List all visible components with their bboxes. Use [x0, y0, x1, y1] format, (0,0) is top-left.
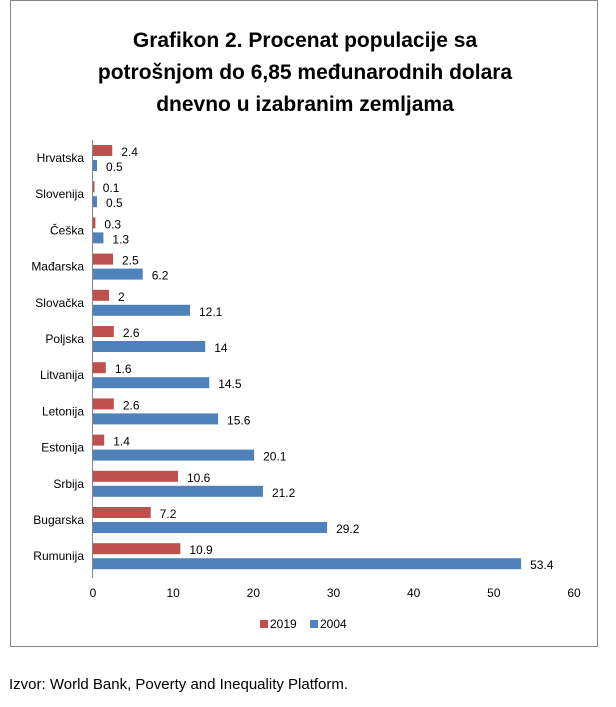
- bar-2019: [93, 253, 114, 265]
- data-label-2004: 0.5: [106, 196, 123, 210]
- source-note: Izvor: World Bank, Poverty and Inequalit…: [9, 676, 349, 693]
- x-tick-label: 50: [487, 586, 501, 600]
- data-label-2004: 20.1: [263, 450, 287, 464]
- data-label-2004: 53.4: [530, 558, 554, 572]
- bar-2004: [93, 196, 98, 208]
- bar-2004: [93, 304, 191, 316]
- category-label: Letonija: [42, 404, 84, 418]
- data-label-2019: 2: [118, 290, 125, 304]
- data-label-2019: 0.1: [103, 181, 120, 195]
- bar-2004: [93, 485, 263, 497]
- data-label-2004: 14: [214, 341, 228, 355]
- chart-title-line-2: potrošnjom do 6,85 međunarodnih dolara: [98, 61, 513, 84]
- bar-2004: [93, 449, 255, 461]
- legend-label-2019: 2019: [270, 617, 297, 631]
- data-label-2019: 2.6: [123, 398, 140, 412]
- bar-2019: [93, 543, 181, 555]
- bar-2019: [93, 181, 95, 193]
- data-label-2019: 2.6: [123, 326, 140, 340]
- legend: 2019 2004: [260, 617, 347, 631]
- bar-2019: [93, 398, 114, 410]
- data-label-2019: 10.6: [187, 471, 211, 485]
- category-label: Hrvatska: [37, 151, 85, 165]
- data-label-2004: 12.1: [199, 305, 223, 319]
- data-label-2019: 10.9: [189, 543, 213, 557]
- category-label: Litvanija: [40, 368, 84, 382]
- data-label-2004: 21.2: [272, 486, 296, 500]
- bar-2004: [93, 268, 143, 280]
- bar-2019: [93, 434, 105, 446]
- category-label: Mađarska: [31, 260, 84, 274]
- chart-title-line-3: dnevno u izabranim zemljama: [156, 93, 454, 116]
- bar-2019: [93, 145, 113, 156]
- category-label: Slovačka: [35, 296, 84, 310]
- x-tick-label: 30: [327, 586, 341, 600]
- x-tick-label: 0: [90, 586, 97, 600]
- x-tick-label: 10: [166, 586, 180, 600]
- category-label: Češka: [50, 222, 84, 237]
- bar-2004: [93, 160, 98, 171]
- bar-2019: [93, 362, 106, 374]
- category-label: Rumunija: [33, 549, 84, 563]
- x-tick-label: 60: [567, 586, 581, 600]
- data-label-2019: 2.5: [122, 254, 139, 268]
- category-label: Estonija: [41, 441, 84, 455]
- bar-2004: [93, 341, 206, 352]
- data-label-2004: 6.2: [152, 269, 169, 283]
- x-tick-label: 20: [247, 586, 261, 600]
- data-label-2019: 1.4: [113, 435, 130, 449]
- data-label-2019: 0.3: [104, 217, 121, 231]
- bar-2019: [93, 217, 96, 229]
- bar-2004: [93, 558, 522, 570]
- data-label-2004: 0.5: [106, 160, 123, 174]
- legend-swatch-2004: [310, 620, 318, 628]
- category-label: Slovenija: [35, 187, 84, 201]
- data-label-2019: 1.6: [115, 362, 132, 376]
- bar-2019: [93, 289, 110, 301]
- bar-2019: [93, 326, 114, 337]
- data-label-2019: 7.2: [160, 507, 177, 521]
- bar-2004: [93, 522, 328, 533]
- data-label-2004: 15.6: [227, 413, 251, 427]
- category-label: Bugarska: [33, 513, 84, 527]
- data-label-2004: 29.2: [336, 522, 360, 536]
- data-label-2019: 2.4: [121, 145, 138, 159]
- x-tick-label: 40: [407, 586, 421, 600]
- data-label-2004: 14.5: [218, 377, 242, 391]
- data-label-2004: 1.3: [112, 232, 129, 246]
- legend-label-2004: 2004: [320, 617, 347, 631]
- category-label: Srbija: [53, 477, 84, 491]
- chart-frame: [10, 0, 598, 647]
- bar-2019: [93, 507, 151, 518]
- bar-2004: [93, 377, 210, 389]
- bar-2004: [93, 413, 219, 425]
- legend-swatch-2019: [260, 620, 268, 628]
- category-label: Poljska: [45, 332, 84, 346]
- bar-2019: [93, 470, 178, 482]
- chart-title-line-1: Grafikon 2. Procenat populacije sa: [133, 29, 478, 52]
- bar-2004: [93, 232, 104, 244]
